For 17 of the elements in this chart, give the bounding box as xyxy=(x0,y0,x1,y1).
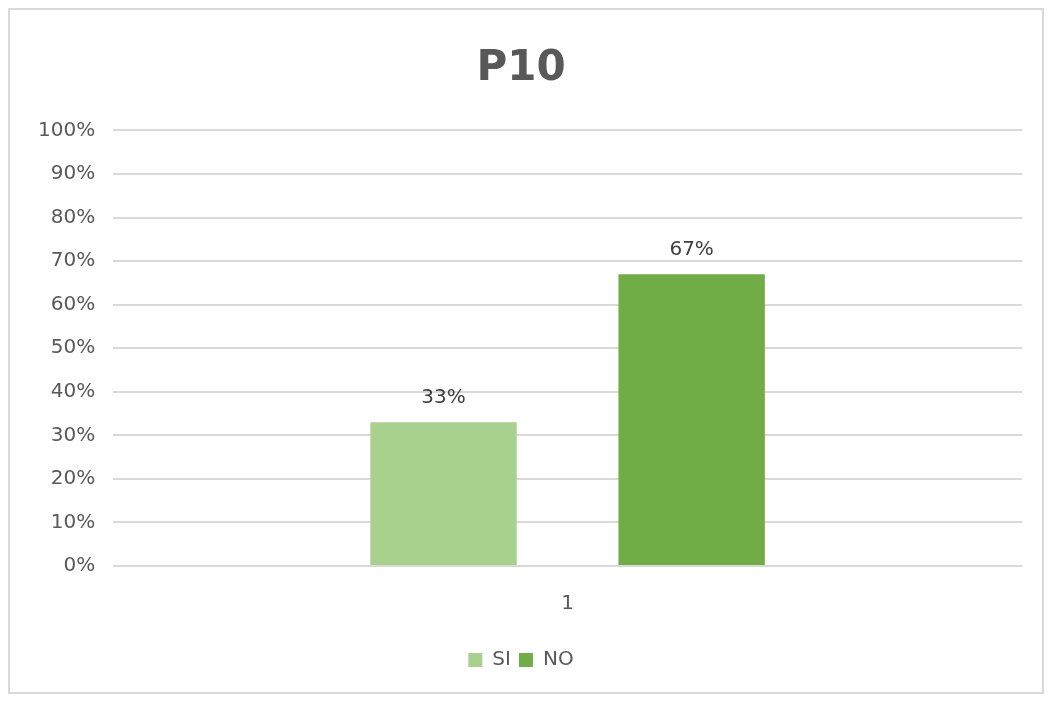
legend-label: NO xyxy=(542,646,574,671)
y-tick-label: 30% xyxy=(50,421,96,446)
y-tick-label: 40% xyxy=(50,377,96,402)
y-tick-label: 100% xyxy=(37,116,96,141)
x-tick-label: 1 xyxy=(561,590,574,615)
y-tick-label: 70% xyxy=(50,247,96,272)
data-label: 67% xyxy=(669,236,714,261)
y-tick-label: 20% xyxy=(50,465,96,490)
legend-label: SI xyxy=(492,646,511,671)
data-label: 33% xyxy=(421,384,466,409)
y-tick-label: 80% xyxy=(50,203,96,228)
y-tick-label: 90% xyxy=(50,160,96,185)
y-tick-label: 60% xyxy=(50,290,96,315)
y-tick-label: 50% xyxy=(50,334,96,359)
chart-title: P10 xyxy=(476,41,566,91)
y-tick-label: 10% xyxy=(50,508,96,533)
y-tick-label: 0% xyxy=(63,552,96,577)
